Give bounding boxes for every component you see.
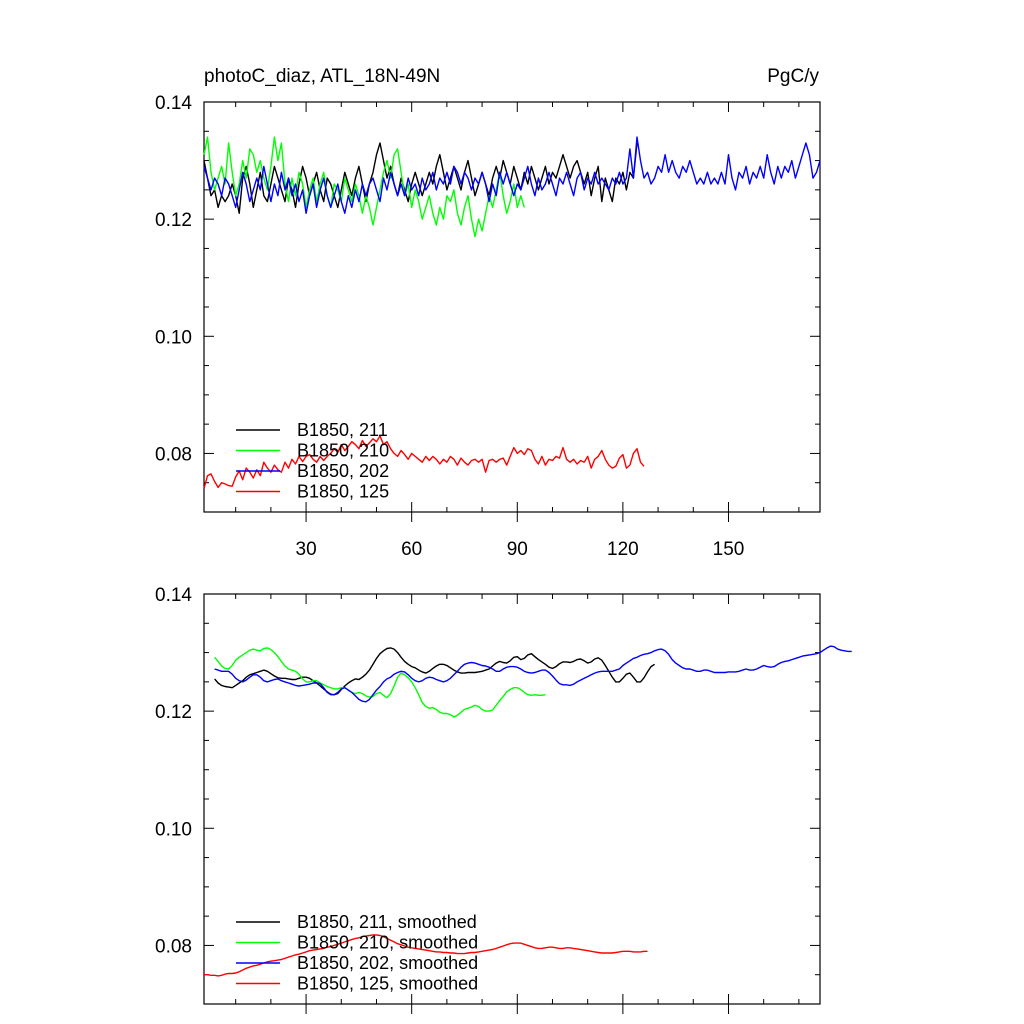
legend-label: B1850, 210 (297, 441, 389, 461)
x-tick-label: 120 (607, 539, 639, 560)
legend-label: B1850, 202 (297, 461, 389, 481)
figure-title: photoC_diaz, ATL_18N-49N (204, 66, 440, 87)
x-tick-label: 90 (507, 539, 528, 560)
y-tick-label: 0.08 (155, 444, 192, 465)
series-line-b1850-125-smoothed (204, 934, 648, 977)
series-line-b1850-211-smoothed (214, 647, 655, 696)
y-tick-label: 0.08 (155, 936, 192, 957)
legend-label: B1850, 211, smoothed (297, 912, 477, 932)
legend-label: B1850, 125 (297, 482, 389, 502)
units-label: PgC/y (767, 66, 819, 87)
series-line-b1850-210-smoothed (214, 647, 546, 718)
legend-label: B1850, 202, smoothed (297, 953, 478, 973)
series-line-b1850-210 (203, 136, 525, 238)
y-tick-label: 0.14 (155, 585, 192, 606)
y-tick-label: 0.12 (155, 210, 192, 231)
y-tick-label: 0.12 (155, 702, 192, 723)
legend-label: B1850, 210, smoothed (297, 933, 478, 953)
series-line-b1850-125 (203, 435, 645, 489)
x-tick-label: 60 (401, 539, 422, 560)
series-line-b1850-202 (203, 136, 821, 215)
x-tick-label: 30 (296, 539, 317, 560)
legend-label: B1850, 211 (297, 420, 388, 440)
y-tick-label: 0.10 (155, 327, 192, 348)
series-line-b1850-202-smoothed (214, 645, 852, 703)
legend-label: B1850, 125, smoothed (297, 974, 478, 994)
y-tick-label: 0.14 (155, 93, 192, 114)
y-tick-label: 0.10 (155, 819, 192, 840)
x-tick-label: 150 (713, 539, 745, 560)
